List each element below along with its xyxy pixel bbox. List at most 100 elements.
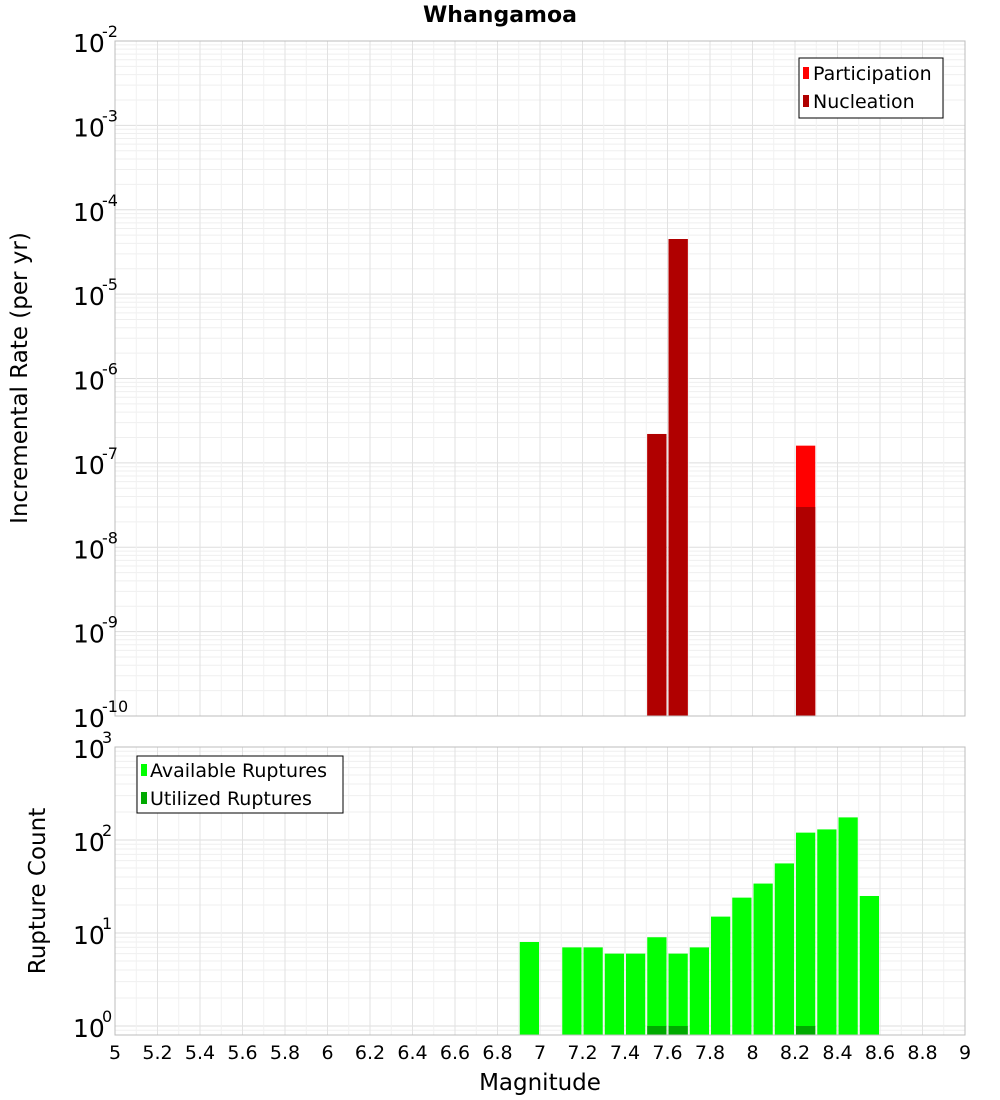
bottom-legend: Available Ruptures Utilized Ruptures	[136, 755, 344, 814]
legend-swatch-participation	[803, 67, 809, 79]
y-tick-base: 10	[73, 282, 105, 311]
y-tick-exponent: -6	[102, 360, 118, 379]
bottom-y-axis-label: Rupture Count	[25, 808, 51, 974]
y-tick-base: 10	[73, 29, 105, 58]
bottom-bar-available-ruptures	[668, 953, 688, 1035]
y-tick-exponent: 2	[102, 821, 112, 840]
y-tick-exponent: -10	[102, 697, 128, 716]
bottom-bar-utilized-ruptures	[647, 1025, 667, 1035]
legend-label-utilized: Utilized Ruptures	[150, 788, 312, 810]
y-tick-base: 10	[73, 535, 105, 564]
top-legend-box	[798, 57, 944, 119]
y-tick-base: 10	[73, 704, 105, 733]
top-y-axis-label: Incremental Rate (per yr)	[7, 232, 33, 524]
bottom-y-tick: 101	[73, 914, 112, 950]
y-tick-exponent: 3	[102, 728, 112, 747]
y-tick-base: 10	[73, 367, 105, 396]
x-tick-label: 6.6	[440, 1042, 470, 1064]
bottom-bar-utilized-ruptures	[796, 1025, 816, 1035]
x-tick-label: 8.6	[865, 1042, 895, 1064]
top-legend: Participation Nucleation	[798, 57, 944, 119]
top-y-tick: 10-10	[73, 697, 128, 733]
top-y-tick: 10-4	[73, 191, 118, 227]
x-axis-label: Magnitude	[479, 1070, 601, 1096]
y-tick-exponent: -3	[102, 106, 118, 125]
x-tick-label: 7.4	[610, 1042, 640, 1064]
x-tick-label: 5.6	[227, 1042, 257, 1064]
y-tick-base: 10	[73, 1014, 105, 1043]
bottom-bar-available-ruptures	[626, 953, 646, 1035]
top-bar-nucleation	[668, 239, 688, 716]
legend-label-participation: Participation	[813, 63, 932, 85]
y-tick-base: 10	[73, 451, 105, 480]
legend-swatch-nucleation	[803, 95, 809, 107]
legend-label-nucleation: Nucleation	[813, 91, 915, 113]
x-tick-label: 6.2	[355, 1042, 385, 1064]
bottom-bar-available-ruptures	[519, 942, 539, 1035]
bottom-bar-available-ruptures	[583, 947, 603, 1035]
x-tick-label: 7.8	[695, 1042, 725, 1064]
x-tick-label: 8.2	[780, 1042, 810, 1064]
y-tick-exponent: -4	[102, 191, 118, 210]
top-bar-nucleation	[796, 506, 816, 716]
top-y-tick: 10-8	[73, 528, 118, 564]
bottom-plot-border	[114, 746, 966, 1036]
bottom-bar-available-ruptures	[817, 829, 837, 1035]
top-y-tick: 10-3	[73, 106, 118, 142]
bottom-bar-available-ruptures	[711, 916, 731, 1035]
bottom-y-tick: 100	[73, 1007, 112, 1043]
top-bars	[647, 239, 816, 716]
x-tick-label: 5.8	[270, 1042, 300, 1064]
chart-title: Whangamoa	[423, 3, 577, 28]
bottom-bar-utilized-ruptures	[668, 1025, 688, 1035]
legend-swatch-utilized	[141, 792, 147, 804]
bottom-bars	[519, 817, 879, 1035]
x-tick-label: 5	[109, 1042, 121, 1064]
top-y-tick: 10-5	[73, 275, 118, 311]
y-tick-exponent: -9	[102, 613, 118, 632]
bottom-bar-available-ruptures	[604, 953, 624, 1035]
x-tick-label: 7.2	[567, 1042, 597, 1064]
bottom-bar-available-ruptures	[689, 947, 709, 1035]
y-tick-exponent: -5	[102, 275, 118, 294]
y-tick-exponent: 0	[102, 1007, 112, 1026]
y-tick-base: 10	[73, 828, 105, 857]
bottom-bar-available-ruptures	[753, 883, 773, 1035]
x-tick-labels: 5 5.2 5.4 5.6 5.8 6 6.2 6.4 6.6 6.8 7 7.2 7.4 7.6 7.8 8…	[109, 1042, 971, 1064]
bottom-legend-box	[136, 755, 344, 814]
top-bar-nucleation	[647, 433, 667, 716]
top-y-tick: 10-6	[73, 360, 118, 396]
y-tick-base: 10	[73, 198, 105, 227]
top-y-tick: 10-9	[73, 613, 118, 649]
bottom-bar-available-ruptures	[774, 863, 794, 1035]
x-tick-label: 5.2	[142, 1042, 172, 1064]
top-y-tick: 10-2	[73, 22, 118, 58]
top-grid	[114, 41, 966, 717]
x-tick-label: 6.4	[397, 1042, 427, 1064]
y-tick-base: 10	[73, 921, 105, 950]
y-tick-exponent: -8	[102, 528, 118, 547]
x-tick-label: 6.8	[482, 1042, 512, 1064]
y-tick-base: 10	[73, 735, 105, 764]
x-tick-label: 9	[959, 1042, 971, 1064]
x-tick-label: 8.4	[822, 1042, 852, 1064]
y-tick-base: 10	[73, 113, 105, 142]
top-plot-border	[114, 40, 966, 717]
bottom-y-tick: 103	[73, 728, 112, 764]
legend-label-available: Available Ruptures	[150, 760, 327, 782]
legend-swatch-available	[141, 764, 147, 776]
bottom-bar-available-ruptures	[859, 895, 879, 1035]
bottom-bar-available-ruptures	[796, 832, 816, 1035]
bottom-bar-available-ruptures	[647, 937, 667, 1035]
x-tick-label: 8	[746, 1042, 758, 1064]
y-tick-exponent: -7	[102, 444, 118, 463]
bottom-bar-available-ruptures	[562, 947, 582, 1035]
y-tick-exponent: -2	[102, 22, 118, 41]
x-tick-label: 6	[321, 1042, 333, 1064]
y-tick-exponent: 1	[102, 914, 112, 933]
x-tick-label: 5.4	[185, 1042, 215, 1064]
